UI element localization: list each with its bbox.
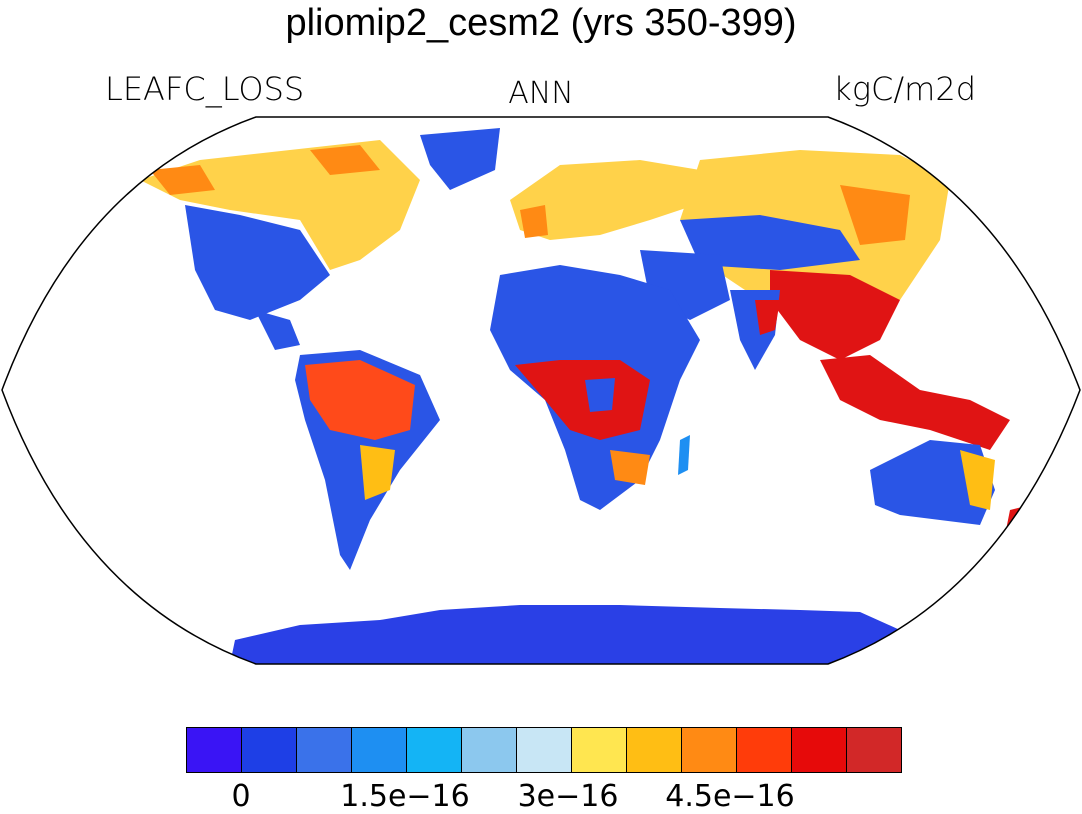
colorbar-box: [791, 727, 847, 773]
colorbar-box: [351, 727, 407, 773]
colorbar-box: [296, 727, 352, 773]
season-label: ANN: [508, 76, 574, 111]
colorbar-box: [626, 727, 682, 773]
greenland-region: [420, 128, 500, 190]
units-label: kgC/m2d: [833, 70, 976, 108]
north-america-west: [185, 205, 330, 320]
colorbar: [186, 727, 902, 773]
colorbar-tick-label: 4.5e−16: [665, 779, 795, 814]
colorbar-box: [846, 727, 902, 773]
colorbar-box: [516, 727, 572, 773]
colorbar-box: [571, 727, 627, 773]
antarctica-region: [230, 605, 900, 664]
colorbar-box: [241, 727, 297, 773]
colorbar-box: [406, 727, 462, 773]
land-fill: [140, 128, 1030, 664]
southeast-asia-region: [820, 355, 1010, 450]
colorbar-tick-label: 1.5e−16: [340, 779, 470, 814]
plot-title: pliomip2_cesm2 (yrs 350-399): [285, 2, 797, 44]
colorbar-box: [186, 727, 242, 773]
colorbar-box: [736, 727, 792, 773]
europe-region: [510, 160, 710, 240]
colorbar-tick-label: 0: [231, 779, 251, 814]
colorbar-tick-label: 3e−16: [517, 779, 619, 814]
map-boundary: [1, 116, 1081, 665]
colorbar-box: [461, 727, 517, 773]
variable-name-label: LEAFC_LOSS: [105, 70, 305, 108]
colorbar-box: [681, 727, 737, 773]
